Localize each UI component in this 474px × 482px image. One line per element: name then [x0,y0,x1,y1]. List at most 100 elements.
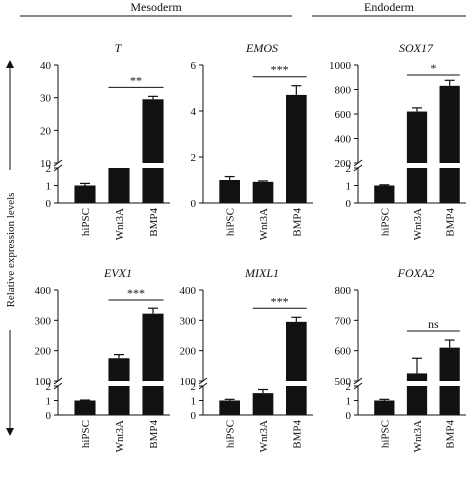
y-tick-label: 1 [191,396,197,408]
y-tick-label: 0 [46,410,52,422]
significance-label: *** [271,63,289,77]
bar-bmp4 [142,99,164,203]
panel-title: EVX1 [103,266,132,280]
y-tick-label: 400 [335,134,352,146]
bar-hipsc [374,400,395,415]
y-tick-label: 500 [335,376,352,388]
y-tick-label: 20 [40,125,52,137]
panel-title: SOX17 [399,41,434,55]
significance-label: ** [130,73,142,87]
x-tick-label-wnt3a: Wnt3A [258,208,270,240]
bar-bmp4 [286,321,307,415]
y-tick-label: 2 [46,381,52,393]
x-tick-label-wnt3a: Wnt3A [412,208,424,240]
x-tick-label-hipsc: hiPSC [80,420,92,448]
y-tick-label: 1 [346,396,352,408]
y-tick-label: 400 [180,285,197,297]
axis-break-gap [52,381,172,386]
panel-title: FOXA2 [397,266,435,280]
bar-wnt3a [406,373,428,415]
y-span-arrow-bottom [6,428,14,436]
figure-header: Mesoderm Endoderm [20,0,466,17]
y-axis-label-group: Relative expression levels [4,60,17,436]
x-tick-label-wnt3a: Wnt3A [114,420,126,452]
bar-bmp4 [286,94,307,203]
axis-break-gap [352,163,468,168]
y-tick-label: 2 [346,163,352,175]
y-tick-label: 200 [180,346,197,358]
y-tick-label: 1 [46,181,52,193]
y-tick-label: 1 [346,181,352,193]
chart-panel-emos: EMOS hiPSC Wnt3A BMP4 0 2 4 6 *** [191,41,313,240]
significance-label: *** [271,294,289,308]
x-tick-label-hipsc: hiPSC [80,208,92,236]
y-tick-label: 200 [335,158,352,170]
y-tick-label: 0 [46,198,52,210]
group-label-mesoderm: Mesoderm [130,0,182,14]
panel-title: MIXL1 [244,266,279,280]
significance-label: * [430,61,436,75]
x-tick-label-bmp4: BMP4 [148,208,160,237]
panel-title: EMOS [245,41,278,55]
group-label-endoderm: Endoderm [364,0,415,14]
x-tick-label-hipsc: hiPSC [379,420,391,448]
y-tick-label: 0 [346,198,352,210]
bar-wnt3a [108,358,130,415]
x-tick-label-bmp4: BMP4 [445,420,457,449]
y-tick-label: 600 [335,346,352,358]
bar-hipsc [74,185,96,203]
y-tick-label: 0 [191,410,197,422]
y-tick-label: 700 [335,315,352,327]
x-tick-label-hipsc: hiPSC [379,208,391,236]
axis-break-gap [52,163,172,168]
x-tick-label-bmp4: BMP4 [148,420,160,449]
y-label-background [4,170,17,330]
y-tick-label: 100 [35,376,52,388]
y-tick-label: 1 [46,396,52,408]
bar-wnt3a [108,164,130,203]
significance-label: ns [428,317,439,331]
y-tick-label: 1000 [329,60,352,72]
x-tick-label-wnt3a: Wnt3A [258,420,270,452]
x-tick-label-wnt3a: Wnt3A [114,208,126,240]
significance-label: *** [127,286,145,300]
bar-hipsc [219,400,240,415]
x-tick-label-bmp4: BMP4 [291,420,303,449]
bar-wnt3a [252,393,274,415]
axis-break-gap [352,381,468,386]
y-axis-label: Relative expression levels [5,193,17,308]
y-tick-label: 10 [40,158,52,170]
panel-title: T [115,41,123,55]
bar-bmp4 [439,85,460,203]
y-tick-label: 6 [191,60,197,72]
bar-bmp4 [142,313,164,415]
y-tick-label: 2 [191,152,197,164]
x-tick-label-bmp4: BMP4 [291,208,303,237]
x-tick-label-wnt3a: Wnt3A [412,420,424,452]
y-tick-label: 100 [180,376,197,388]
bar-wnt3a [252,181,274,203]
bar-hipsc [219,180,240,203]
y-tick-label: 200 [35,346,52,358]
x-tick-label-hipsc: hiPSC [225,208,237,236]
y-tick-label: 800 [335,285,352,297]
bar-hipsc [74,400,96,415]
bar-wnt3a [406,111,428,203]
y-tick-label: 800 [335,85,352,97]
bar-hipsc [374,185,395,203]
x-tick-label-hipsc: hiPSC [225,420,237,448]
y-tick-label: 0 [346,410,352,422]
y-tick-label: 0 [191,198,197,210]
y-tick-label: 4 [191,106,197,118]
y-tick-label: 2 [346,381,352,393]
y-tick-label: 300 [35,315,52,327]
y-tick-label: 400 [35,285,52,297]
y-span-arrow-top [6,60,14,68]
